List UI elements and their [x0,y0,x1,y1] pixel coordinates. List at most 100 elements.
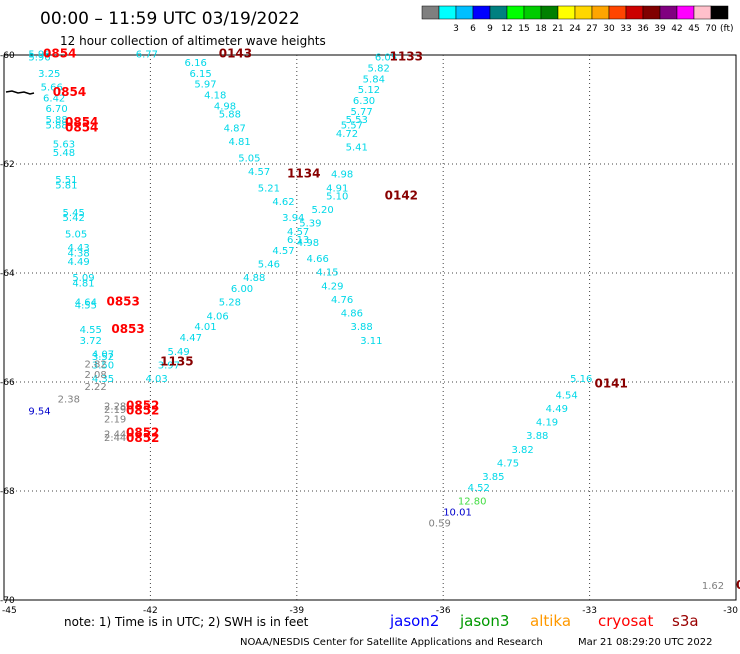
pass-time-label: 1133 [390,49,423,63]
satellite-legend: jason2 jason3 altika cryosat s3a [389,612,699,630]
wave-height-value: 4.47 [180,333,202,344]
wave-height-value: 4.07 [92,349,114,360]
wave-height-value: 6.70 [45,104,67,115]
color-swatch [489,5,508,20]
wave-height-value: 4.64 [75,298,97,309]
wave-height-value: 4.55 [75,300,97,311]
wave-height-value: 5.09 [72,273,94,284]
wave-height-value: 3.82 [512,445,534,456]
wave-height-value: 12.80 [458,497,487,508]
color-swatch [676,5,695,20]
wave-height-value: 2.19 [104,405,126,416]
color-swatch [693,5,712,20]
wave-height-value: 4.57 [248,167,270,178]
wave-height-value: 5.63 [53,140,75,151]
color-swatch [608,5,627,20]
wave-height-value: 3.85 [482,472,504,483]
wave-height-value: 4.49 [67,257,89,268]
color-swatch [421,5,440,20]
wave-height-value: 4.01 [194,322,216,333]
pass-time-label: 0143 [219,47,252,61]
pass-time-label: 0854 [53,85,86,99]
wave-height-value: 6.77 [136,50,158,61]
pass-time-labels: 0854085408540854085308530852085208520852… [43,47,740,592]
wave-height-value: 4.66 [307,254,329,265]
wave-height-value: 4.57 [287,227,309,238]
wave-height-value: 5.51 [55,175,77,186]
wave-height-value: 5.10 [326,191,348,202]
color-scale-label: 45 [688,24,699,34]
wave-height-value: 6.00 [231,284,253,295]
color-scale-label: 12 [501,24,512,34]
wave-height-value: 4.29 [321,281,343,292]
wave-height-value: 5.77 [350,107,372,118]
color-swatch [574,5,593,20]
map-gridlines [4,55,736,600]
color-swatch [625,5,644,20]
pass-time-label: 0853 [106,295,139,309]
map-title: 00:00 – 11:59 UTC 03/19/2022 [40,9,300,29]
wave-height-value: 4.81 [72,279,94,290]
wave-height-value: 4.54 [555,390,577,401]
wave-height-value: 2.28 [104,401,126,412]
color-swatch [523,5,542,20]
color-swatch [659,5,678,20]
color-swatch [455,5,474,20]
wave-height-value: 4.43 [67,243,89,254]
satellite-name: jason2 [389,612,439,630]
wave-height-value: 4.87 [224,123,246,134]
pass-time-label: 0854 [65,120,98,134]
color-scale-label: 24 [569,24,581,34]
wave-height-value: 6.16 [185,58,207,69]
wave-height-value: 4.49 [546,404,568,415]
wave-height-value: 5.49 [167,347,189,358]
wave-height-value: 6.15 [189,69,211,80]
color-scale-label: 42 [671,24,682,34]
wave-height-value: 4.72 [336,129,358,140]
pass-time-label: 0142 [385,188,418,202]
wave-height-value: 6.13 [287,235,309,246]
wave-height-value: 5.88 [219,110,241,121]
axis-tick-labels: -45 -42 -39 -36 -33 -30 -60 -62 -64 -66 -68 -70 [0,51,738,616]
satellite-name: s3a [672,612,699,630]
lat-tick-label: -62 [0,160,15,170]
color-scale-label: 27 [586,24,597,34]
wave-height-value: 3.88 [350,322,372,333]
wave-height-value: 4.98 [331,170,353,181]
color-swatch [591,5,610,20]
wave-height-value: 4.76 [331,295,353,306]
color-scale-label: 9 [487,24,493,34]
pass-time-label: 1135 [160,355,193,369]
wave-height-value: 5.88 [45,115,67,126]
observation-values: 5.965.963.255.666.426.705.885.885.635.48… [28,50,724,592]
wave-height-value: 5.96 [28,52,50,63]
wave-height-value: 4.38 [67,249,89,260]
wave-height-value: 5.96 [28,50,50,61]
wave-height-value: 6.30 [353,96,375,107]
lon-tick-label: -30 [723,606,738,616]
wave-height-value: 4.15 [316,268,338,279]
wave-height-value: 2.44 [104,430,126,441]
wave-height-value: 4.91 [326,183,348,194]
wave-height-value: 5.41 [346,142,368,153]
footer-timestamp: Mar 21 08:29:20 UTC 2022 [578,637,713,648]
color-scale-label: 18 [535,24,547,34]
wave-height-value: 5.39 [299,219,321,230]
credit-line: NOAA/NESDIS Center for Satellite Applica… [240,637,543,648]
color-scale-label: 15 [518,24,529,34]
color-scale-label: 6 [470,24,476,34]
wave-height-value: 2.19 [104,414,126,425]
pass-time-label: 0853 [111,322,144,336]
wave-height-value: 4.62 [272,197,294,208]
color-scale-legend: 3 6 9 12 15 18 21 24 27 30 33 36 39 42 45 70 (ft) [421,5,734,34]
color-scale-label: 3 [453,24,459,34]
wave-height-value: 4.18 [204,91,226,102]
wave-height-value: 5.12 [358,85,380,96]
color-scale-label: 39 [654,24,666,34]
color-swatch [506,5,525,20]
wave-height-value: 5.57 [341,121,363,132]
pass-time-label: 0852 [126,398,159,412]
wave-height-value: 3.50 [92,360,114,371]
wave-height-value: 3.94 [282,213,304,224]
